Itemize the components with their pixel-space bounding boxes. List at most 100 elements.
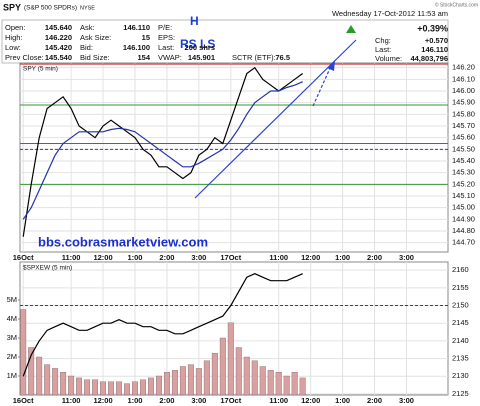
- series-line: [22, 81, 303, 220]
- y-tick-label: 2145: [452, 318, 469, 327]
- quote-label: Chg:: [375, 36, 391, 45]
- panel-frame: [19, 62, 449, 253]
- volume-bar: [227, 322, 234, 396]
- panel-title: SPY (5 min): [23, 66, 58, 73]
- x-tick-label: 2:00: [367, 253, 382, 262]
- volume-bar: [68, 375, 75, 396]
- quote-value: 15: [142, 33, 150, 42]
- quote-label: Last:: [158, 43, 174, 52]
- volume-bar: [100, 381, 106, 396]
- volume-bar: [92, 379, 99, 396]
- volume-bar: [44, 364, 51, 396]
- arrow-head: [327, 60, 335, 71]
- y-tick-label: 4M: [7, 314, 17, 323]
- volume-bar: [179, 366, 186, 396]
- x-tick-label: 1:00: [127, 253, 142, 262]
- volume-bar: [243, 356, 250, 396]
- quote-label: SCTR (ETF):: [232, 53, 276, 62]
- quote-value: 146.220: [45, 33, 72, 42]
- credit: © StockCharts.com: [435, 1, 478, 8]
- y-tick-label: 145.20: [452, 179, 475, 188]
- quote-value: 200 shrs: [185, 43, 215, 52]
- y-tick-label: 5M: [7, 295, 17, 304]
- quote-label: P/E:: [158, 23, 172, 32]
- x-tick-label: 11:00: [62, 253, 81, 262]
- x-tick-label: 2:00: [159, 396, 174, 405]
- quote-label: Ask:: [80, 23, 95, 32]
- y-tick-label: 145.30: [452, 168, 475, 177]
- change-percent: +0.39%: [417, 23, 448, 33]
- series-line: [22, 66, 304, 237]
- volume-bar: [140, 379, 146, 396]
- volume-bar: [76, 377, 83, 396]
- annotation: H: [190, 14, 199, 28]
- quote-label: Bid:: [80, 43, 93, 52]
- volume-bar: [132, 381, 138, 396]
- volume-bar: [267, 370, 274, 396]
- y-tick-label: 145.80: [452, 109, 475, 118]
- volume-bar: [203, 360, 210, 396]
- x-tick-label: 3:00: [399, 253, 414, 262]
- date: Wednesday 17-Oct-2012 11:53 am: [332, 9, 448, 18]
- y-tick-label: 146.10: [452, 74, 475, 83]
- y-tick-label: 145.50: [452, 144, 475, 153]
- quote-label: Volume:: [375, 54, 402, 63]
- volume-bar: [299, 377, 306, 396]
- y-tick-label: 2140: [452, 336, 469, 345]
- volume-bar: [211, 353, 218, 396]
- volume-bar: [259, 366, 266, 396]
- volume-bar: [275, 372, 282, 396]
- quote-value: 146.110: [421, 45, 448, 54]
- x-tick-label: 17Oct: [220, 253, 241, 262]
- quote-label: VWAP:: [158, 53, 182, 62]
- quote-label: Last:: [375, 45, 391, 54]
- symbol-name: (S&P 500 SPDRs): [24, 5, 77, 12]
- quote-value: 145.901: [188, 53, 215, 62]
- x-tick-label: 17Oct: [220, 396, 241, 405]
- x-tick-label: 12:00: [301, 396, 320, 405]
- volume-bar: [124, 383, 130, 396]
- y-tick-label: 145.00: [452, 203, 475, 212]
- projection-line: [312, 65, 332, 107]
- volume-bar: [171, 370, 178, 396]
- exchange: NYSE: [80, 5, 95, 11]
- y-tick-label: 2130: [452, 371, 469, 380]
- volume-bar: [108, 381, 114, 396]
- volume-bar: [155, 375, 162, 396]
- y-tick-label: 146.20: [452, 63, 475, 72]
- x-tick-label: 11:00: [62, 396, 81, 405]
- volume-bar: [235, 347, 242, 396]
- x-tick-label: 12:00: [301, 253, 320, 262]
- quote-label: Ask Size:: [80, 33, 111, 42]
- y-tick-label: 1M: [7, 371, 17, 380]
- y-tick-label: 145.90: [452, 98, 475, 107]
- quote-value: 146.100: [123, 43, 150, 52]
- quote-label: Open:: [5, 23, 25, 32]
- x-tick-label: 16Oct: [13, 253, 34, 262]
- x-tick-label: 1:00: [127, 396, 142, 405]
- quote-value: 44,803,796: [410, 54, 448, 63]
- x-tick-label: 12:00: [93, 396, 112, 405]
- quote-value: 154: [137, 53, 150, 62]
- volume-bar: [291, 372, 298, 396]
- y-tick-label: 145.70: [452, 121, 475, 130]
- watermark: bbs.cobrasmarketview.com: [38, 234, 208, 249]
- y-tick-label: 2125: [452, 389, 469, 398]
- y-tick-label: 144.70: [452, 238, 475, 247]
- quote-value: 145.420: [45, 43, 72, 52]
- quote-value: 76.5: [275, 53, 290, 62]
- y-tick-label: 2150: [452, 300, 469, 309]
- symbol: SPY: [3, 2, 21, 12]
- x-tick-label: 11:00: [269, 396, 288, 405]
- y-tick-label: 2155: [452, 283, 469, 292]
- y-tick-label: 145.10: [452, 191, 475, 200]
- series-line: [22, 273, 303, 377]
- annotation: RS LS: [180, 37, 215, 51]
- quote-value: +0.570: [425, 36, 448, 45]
- x-tick-label: 3:00: [399, 396, 414, 405]
- volume-bar: [60, 372, 67, 396]
- x-tick-label: 2:00: [159, 253, 174, 262]
- up-arrow: [346, 25, 356, 33]
- quote-label: Prev Close:: [5, 53, 44, 62]
- volume-bar: [36, 356, 43, 396]
